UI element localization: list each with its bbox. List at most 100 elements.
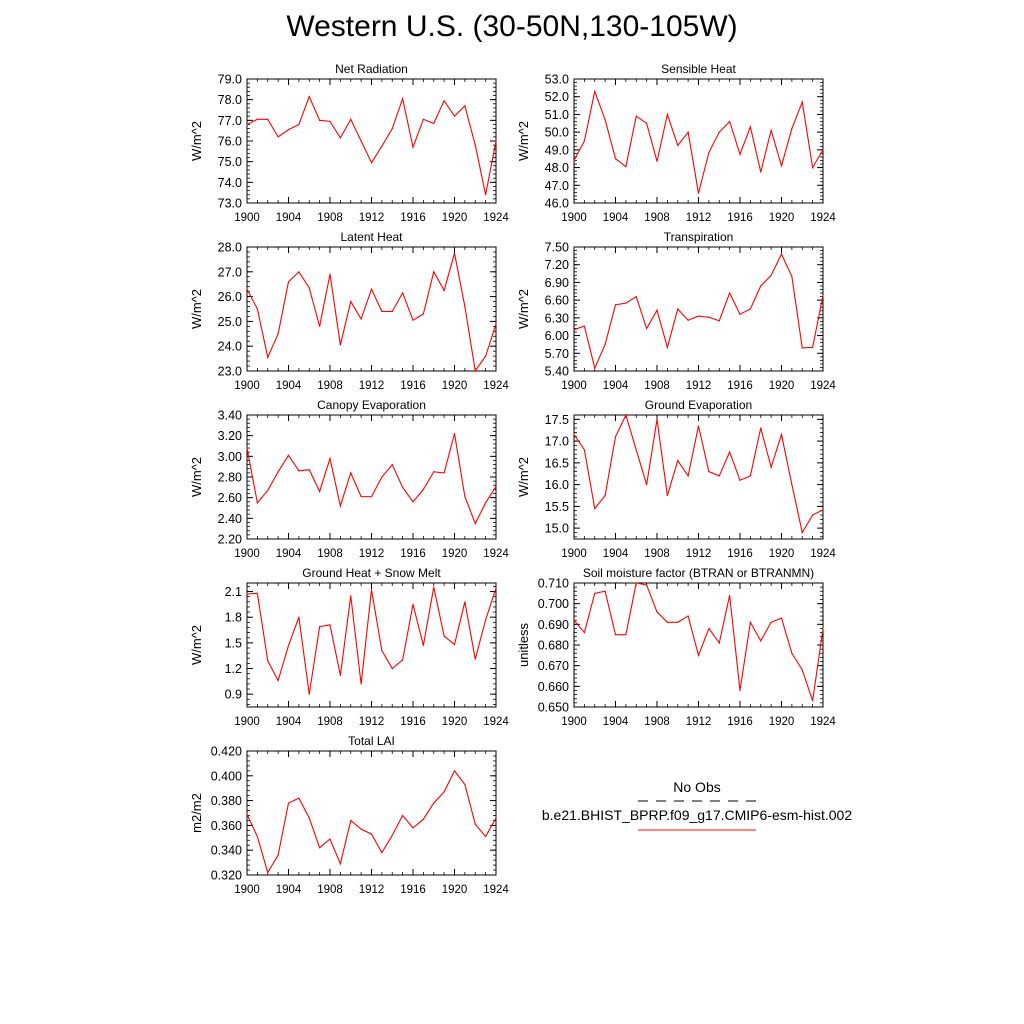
y-tick-label: 50.0: [545, 126, 569, 140]
data-point: [402, 98, 404, 100]
data-point: [708, 627, 710, 630]
data-point: [646, 327, 648, 330]
data-point: [646, 584, 648, 586]
data-point: [370, 288, 373, 290]
data-point: [391, 464, 393, 466]
y-tick-label: 7.50: [545, 241, 569, 255]
data-point: [381, 310, 383, 313]
y-tick-label: 2.20: [218, 533, 242, 547]
x-tick-label: 1904: [276, 716, 302, 728]
data-point: [370, 833, 373, 835]
y-tick-label: 24.0: [218, 340, 242, 354]
y-tick-label: 3.00: [218, 450, 242, 464]
x-tick-label: 1900: [561, 548, 587, 560]
y-tick-label: 6.30: [545, 311, 569, 325]
data-point: [329, 838, 331, 840]
data-point: [422, 818, 424, 820]
data-point: [319, 490, 321, 493]
data-point: [729, 594, 731, 597]
y-axis-label: W/m^2: [189, 457, 204, 497]
y-tick-label: 0.9: [225, 688, 242, 702]
data-point: [708, 316, 710, 318]
data-point: [453, 252, 456, 254]
data-point: [433, 271, 435, 273]
data-point: [443, 100, 445, 102]
data-point: [381, 649, 383, 652]
data-point: [350, 595, 352, 597]
y-axis-label: W/m^2: [516, 457, 531, 497]
data-point: [485, 194, 487, 196]
data-point: [246, 123, 248, 126]
y-tick-label: 53.0: [545, 73, 569, 87]
y-axis-label: W/m^2: [189, 289, 204, 329]
y-tick-label: 74.0: [218, 176, 242, 190]
y-tick-label: 5.70: [545, 347, 569, 361]
x-tick-label: 1908: [644, 716, 670, 728]
data-point: [360, 683, 362, 685]
data-point: [594, 367, 596, 369]
data-point: [583, 449, 585, 451]
x-tick-label: 1916: [400, 716, 426, 728]
data-point: [687, 319, 689, 321]
x-tick-label: 1904: [276, 548, 302, 560]
data-point: [360, 318, 362, 320]
data-point: [277, 679, 279, 682]
data-point: [474, 144, 476, 146]
plot-frame: [246, 582, 497, 708]
data-point: [749, 126, 751, 128]
data-point: [697, 192, 700, 194]
x-tick-label: 1924: [483, 380, 509, 392]
data-point: [791, 652, 793, 654]
y-tick-label: 0.710: [538, 577, 569, 591]
x-tick-label: 1900: [234, 380, 260, 392]
x-tick-label: 1912: [359, 212, 385, 224]
data-point: [697, 654, 700, 656]
data-point: [298, 616, 300, 618]
data-point: [267, 489, 269, 492]
y-tick-label: 0.700: [538, 597, 569, 611]
x-tick-label: 1920: [442, 884, 468, 896]
data-point: [780, 617, 783, 619]
data-point: [350, 819, 352, 822]
x-tick-label: 1900: [234, 716, 260, 728]
data-point: [370, 589, 373, 591]
series-line-sensible-heat: [573, 89, 824, 194]
data-point: [635, 296, 637, 298]
x-tick-label: 1920: [442, 716, 468, 728]
data-point: [739, 313, 741, 315]
plot-frame: [246, 414, 497, 540]
data-point: [443, 289, 445, 291]
series-line-transpiration: [573, 252, 824, 370]
x-tick-label: 1900: [561, 212, 587, 224]
data-point: [625, 414, 627, 416]
data-point: [433, 471, 435, 473]
data-point: [656, 418, 658, 420]
y-tick-label: 3.20: [218, 429, 242, 443]
data-point: [749, 621, 751, 623]
data-point: [360, 140, 362, 142]
chart-ground-heat-snow-melt: 1900 1904 1908 1912 1916 1920 1924 0.9 1.2 1.5 1.8…: [189, 566, 509, 728]
data-point: [718, 475, 720, 477]
data-point: [770, 129, 772, 131]
y-tick-label: 0.320: [211, 869, 242, 883]
x-tick-label: 1912: [359, 716, 385, 728]
data-point: [583, 632, 585, 634]
chart-title: Soil moisture factor (BTRAN or BTRANMN): [583, 566, 814, 580]
data-point: [464, 601, 466, 603]
data-point: [646, 122, 648, 124]
y-tick-label: 15.0: [545, 522, 569, 536]
x-tick-label: 1920: [769, 212, 795, 224]
data-point: [339, 674, 341, 676]
x-tick-label: 1904: [603, 380, 629, 392]
y-tick-label: 2.80: [218, 471, 242, 485]
x-tick-label: 1916: [727, 212, 753, 224]
data-point: [635, 115, 637, 117]
y-axis-label: W/m^2: [189, 121, 204, 161]
x-tick-label: 1916: [400, 212, 426, 224]
data-point: [246, 447, 248, 449]
y-tick-label: 2.1: [225, 585, 242, 599]
data-point: [298, 123, 300, 126]
y-tick-label: 49.0: [545, 143, 569, 157]
data-point: [319, 847, 321, 849]
page-title: Western U.S. (30-50N,130-105W): [286, 10, 738, 43]
